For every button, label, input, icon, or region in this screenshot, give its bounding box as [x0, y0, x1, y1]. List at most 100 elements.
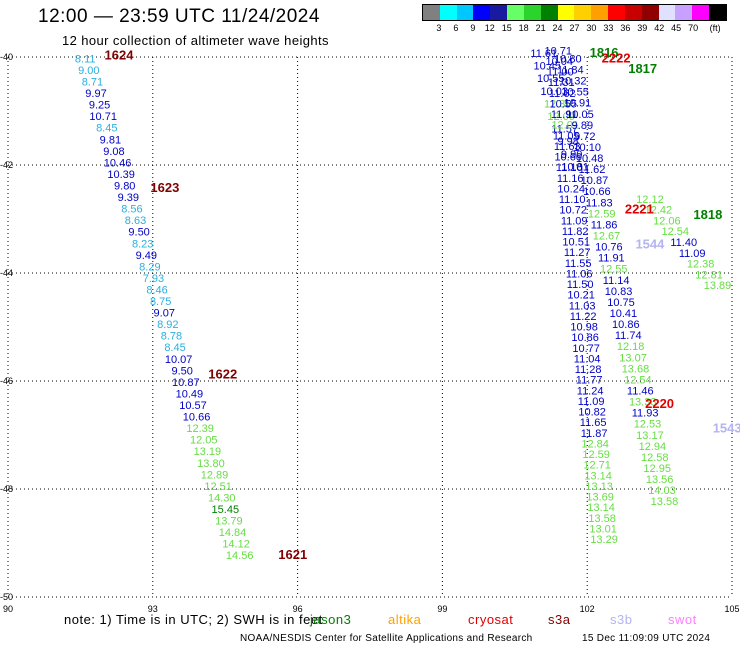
wave-height-value: 8.46 [146, 284, 167, 296]
wave-height-value: 13.07 [619, 352, 647, 364]
legend-label: 3 [436, 23, 442, 33]
legend-swatch [608, 5, 625, 20]
map-title: 12:00 — 23:59 UTC 11/24/2024 [38, 6, 320, 27]
legend-swatch [439, 5, 457, 20]
wave-height-value: 8.23 [132, 238, 153, 250]
wave-height-value: 9.50 [128, 227, 149, 239]
legend-label: 6 [453, 23, 459, 33]
wave-height-value: 10.03 [540, 86, 568, 98]
wave-height-value: 11.50 [567, 279, 594, 291]
wave-height-value: 12.55 [600, 264, 628, 276]
wave-height-value: 10.24 [557, 183, 585, 195]
wave-height-value: 10.98 [570, 322, 598, 334]
wave-height-value: 11.09 [679, 248, 706, 260]
legend-swatch [456, 5, 474, 20]
wave-height-value: 13.58 [651, 496, 679, 508]
wave-height-value: 10.87 [581, 175, 609, 187]
wave-height-value: 11.16 [557, 173, 584, 185]
pass-time-label: 2221 [625, 202, 654, 217]
wave-height-value: 11.06 [566, 268, 593, 280]
wave-height-value: 12.95 [643, 463, 671, 475]
footer-timestamp: 15 Dec 11:09:09 UTC 2024 [582, 633, 711, 644]
wave-height-value: 12.53 [634, 419, 662, 431]
wave-height-value: 11.65 [580, 417, 607, 429]
wave-height-value: 11.22 [570, 311, 597, 323]
wave-height-value: 11.57 [551, 124, 578, 136]
wave-height-value: 10.86 [612, 319, 640, 331]
legend-label: 70 [688, 23, 699, 33]
wave-height-value: 14.03 [648, 485, 676, 497]
pass-time-label: 2222 [602, 50, 631, 65]
wave-height-value: 14.56 [226, 550, 254, 562]
wave-height-value: 8.45 [164, 342, 185, 354]
wave-height-value: 12.30 [544, 98, 572, 110]
wave-height-value: 10.81 [561, 161, 589, 173]
wave-height-value: 12.18 [617, 341, 645, 353]
wave-height-value: 9.98 [557, 136, 578, 148]
wave-height-value: 10.87 [172, 377, 200, 389]
wave-height-value: 10.55 [537, 73, 565, 85]
satellite-name: s3a [548, 612, 571, 627]
lat-tick-label: -50 [0, 592, 13, 602]
legend-swatch [574, 5, 592, 20]
wave-height-value: 10.10 [573, 142, 601, 154]
wave-height-value: 12.59 [582, 449, 610, 461]
wave-height-value: 12.81 [695, 269, 723, 281]
wave-height-value: 13.56 [646, 474, 674, 486]
legend-swatch [709, 5, 726, 20]
wave-height-value: 10.66 [583, 186, 611, 198]
wave-height-value: 13.01 [589, 523, 617, 535]
wave-height-value: 10.48 [576, 153, 604, 165]
pass-time-label: 1544 [635, 237, 665, 252]
lat-tick-label: -48 [0, 484, 13, 494]
wave-height-value: 11.27 [564, 247, 591, 259]
wave-height-value: 11.10 [556, 162, 583, 174]
wave-height-value: 9.81 [100, 134, 121, 146]
wave-height-value: 9.90 [561, 149, 582, 161]
wave-height-value: 12.84 [581, 438, 609, 450]
wave-height-value: 10.41 [610, 308, 638, 320]
wave-height-value: 9.25 [89, 100, 110, 112]
satellite-name: s3b [610, 612, 633, 627]
wave-height-value: 12.39 [186, 423, 214, 435]
legend-label: 9 [470, 23, 476, 33]
wave-height-value: 13.89 [704, 280, 732, 292]
wave-height-value: 10.49 [176, 388, 204, 400]
legend-swatch [591, 5, 609, 20]
wave-height-value: 12.94 [639, 441, 667, 453]
wave-height-value: 11.09 [578, 396, 605, 408]
legend-swatch [692, 5, 710, 20]
pass-time-label: 1818 [693, 207, 722, 222]
wave-height-value: 10.39 [107, 169, 135, 181]
wave-height-value: 11.86 [591, 219, 618, 231]
wave-height-value: 12.05 [190, 435, 218, 447]
wave-height-value: 11.77 [576, 375, 603, 387]
lat-tick-label: -44 [0, 268, 13, 278]
wave-height-value: 10.45 [533, 61, 561, 73]
legend-label: 33 [603, 23, 614, 33]
wave-height-value: 12.71 [583, 460, 611, 472]
wave-height-value: 11.62 [579, 164, 606, 176]
wave-height-value: 10.60 [554, 152, 582, 164]
wave-height-value: 12.54 [662, 226, 690, 238]
wave-height-value: 12.59 [588, 208, 616, 220]
wave-height-value: 9.89 [572, 120, 593, 132]
wave-height-value: 7.93 [143, 273, 164, 285]
footer-credit: NOAA/NESDIS Center for Satellite Applica… [240, 633, 533, 644]
wave-height-value: 13.19 [194, 446, 222, 458]
wave-height-value: 11.24 [577, 385, 604, 397]
wave-height-value: 10.77 [572, 343, 600, 355]
map-subtitle: 12 hour collection of altimeter wave hei… [62, 33, 329, 48]
wave-height-value: 12.51 [204, 481, 232, 493]
wave-height-value: 11.91 [551, 109, 578, 121]
wave-height-value: 10.55 [561, 87, 589, 99]
wave-height-value: 10.82 [578, 407, 606, 419]
legend-swatch [423, 5, 440, 20]
wave-height-value: 13.17 [636, 430, 664, 442]
wave-height-value: 11.82 [562, 226, 589, 238]
legend-label: 36 [620, 23, 631, 33]
wave-height-value: 11.84 [557, 64, 584, 76]
wave-height-value: 11.83 [586, 197, 613, 209]
lon-tick-label: 90 [3, 604, 13, 614]
wave-height-value: 8.29 [139, 261, 160, 273]
